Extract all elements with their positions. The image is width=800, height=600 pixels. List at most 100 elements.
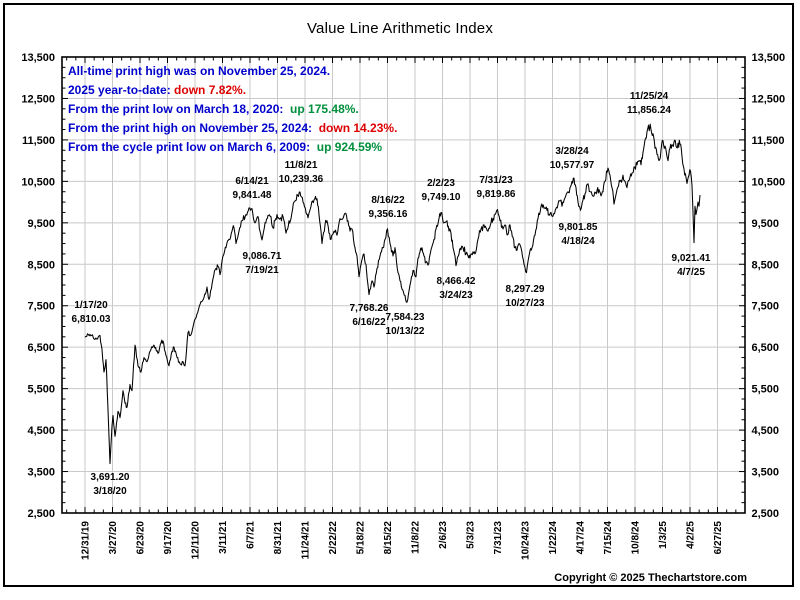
data-point-label: 3,691.20 3/18/20 [91, 471, 130, 499]
x-axis-tick-label: 2/6/23 [438, 521, 449, 549]
data-point-label-line: 8,297.29 [505, 284, 545, 295]
annotation-text-segment: From the cycle print low on March 6, 200… [68, 140, 317, 154]
x-axis-tick-label: 4/2/25 [686, 521, 697, 549]
data-point-label-line: 2/2/23 [427, 178, 455, 189]
data-point-label: 8,466.42 3/24/23 [437, 275, 476, 303]
x-axis-tick-label: 12/31/19 [81, 521, 92, 560]
y-axis-tick-label-right: 6,500 [752, 342, 780, 354]
data-point-label-line: 9,801.85 [558, 222, 598, 233]
data-point-label-line: 10/13/22 [385, 326, 425, 337]
x-axis-tick-label: 4/17/24 [576, 521, 587, 555]
y-axis-tick-label-right: 5,500 [752, 384, 780, 396]
annotation-line: From the cycle print low on March 6, 200… [68, 138, 397, 157]
data-point-label-line: 9,819.86 [476, 189, 516, 200]
price-line-series [84, 123, 701, 465]
y-axis-tick-label-left: 10,500 [21, 176, 55, 188]
plot-border [61, 56, 746, 514]
data-point-label: 7,584.23 10/13/22 [386, 311, 425, 339]
y-axis-tick-label-left: 4,500 [27, 425, 55, 437]
x-axis-tick-label: 11/24/21 [301, 521, 312, 560]
data-point-label-line: 6/14/21 [235, 176, 269, 187]
data-point-label: 7/31/23 9,819.86 [477, 174, 516, 202]
data-point-label-line: 3/28/24 [555, 146, 589, 157]
data-point-label-line: 6,810.03 [71, 314, 111, 325]
data-point-label-line: 9,356.16 [368, 209, 408, 220]
x-axis-tick-label: 12/11/20 [191, 521, 202, 560]
x-axis-tick-label: 6/27/25 [713, 521, 724, 555]
y-axis-tick-label-left: 11,500 [22, 135, 55, 147]
data-point-label-line: 9,021.41 [671, 253, 711, 264]
y-axis-tick-label-right: 11,500 [752, 135, 785, 147]
annotation-line: All-time print high was on November 25, … [68, 62, 397, 81]
data-point-label: 6/14/21 9,841.48 [233, 175, 272, 203]
data-point-label: 2/2/23 9,749.10 [422, 177, 461, 205]
y-axis-tick-label-right: 13,500 [752, 52, 786, 64]
x-axis-tick-label: 5/3/23 [466, 521, 477, 549]
data-point-label-line: 8/16/22 [371, 195, 405, 206]
x-axis-tick-label: 1/22/24 [548, 521, 559, 555]
x-axis-tick-label: 7/15/24 [603, 521, 614, 555]
data-point-label-line: 9,841.48 [232, 190, 272, 201]
y-axis-tick-label-right: 12,500 [752, 93, 786, 105]
data-point-label: 3/28/24 10,577.97 [550, 145, 595, 173]
data-point-label-line: 9,086.71 [242, 251, 282, 262]
x-axis-tick-label: 3/27/20 [108, 521, 119, 555]
data-point-label: 1/17/20 6,810.03 [72, 299, 111, 327]
data-point-label-line: 7,584.23 [385, 312, 425, 323]
x-axis-tick-label: 7/31/23 [493, 521, 504, 555]
chart-frame [3, 3, 794, 587]
y-axis-tick-label-right: 2,500 [752, 508, 780, 520]
data-point-label-line: 10,577.97 [549, 160, 595, 171]
x-axis-tick-label: 1/3/25 [658, 521, 669, 549]
data-point-label-line: 3/24/23 [439, 290, 473, 301]
y-axis-tick-label-left: 5,500 [27, 384, 55, 396]
y-axis-tick-label-right: 7,500 [752, 301, 780, 313]
data-point-label: 11/25/24 11,856.24 [627, 90, 671, 118]
annotation-line: From the print low on March 18, 2020: up… [68, 100, 397, 119]
annotation-line: From the print high on November 25, 2024… [68, 119, 397, 138]
data-point-label-line: 1/17/20 [74, 300, 108, 311]
x-axis-tick-label: 9/17/20 [163, 521, 174, 555]
y-axis-tick-label-left: 7,500 [27, 301, 55, 313]
data-point-label-line: 4/18/24 [561, 236, 595, 247]
data-point-label-line: 6/16/22 [352, 317, 386, 328]
x-axis-tick-label: 5/18/22 [356, 521, 367, 555]
x-axis-tick-label: 8/31/21 [273, 521, 284, 555]
y-axis-tick-label-left: 12,500 [21, 93, 55, 105]
x-axis-tick-label: 2/22/22 [328, 521, 339, 555]
annotation-text-segment: down 7.82%. [174, 83, 247, 97]
y-axis-tick-label-left: 2,500 [27, 508, 55, 520]
y-axis-tick-label-left: 8,500 [27, 259, 55, 271]
y-axis-tick-label-left: 9,500 [27, 218, 55, 230]
x-axis-tick-label: 11/8/22 [411, 521, 422, 554]
data-point-label-line: 7/31/23 [479, 175, 513, 186]
x-axis-tick-label: 6/23/20 [136, 521, 147, 555]
x-axis-tick-label: 10/24/23 [521, 521, 532, 560]
data-point-label-line: 7/19/21 [245, 265, 279, 276]
annotation-text-segment: down 14.23%. [318, 121, 398, 135]
y-axis-tick-label-right: 4,500 [752, 425, 780, 437]
data-point-label-line: 10/27/23 [505, 298, 545, 309]
data-point-label-line: 10,239.36 [278, 174, 324, 185]
y-axis-tick-label-left: 13,500 [21, 52, 55, 64]
y-axis-tick-label-right: 8,500 [752, 259, 780, 271]
data-point-label-line: 11,856.24 [627, 105, 671, 116]
y-axis-tick-label-left: 6,500 [27, 342, 55, 354]
annotation-text-segment: 2025 year-to-date: [68, 83, 175, 97]
annotation-line: 2025 year-to-date: down 7.82%. [68, 81, 397, 100]
data-point-label: 8,297.29 10/27/23 [506, 283, 545, 311]
data-point-label-line: 11/25/24 [629, 91, 669, 102]
data-point-label-line: 9,749.10 [421, 192, 461, 203]
data-point-label-line: 7,768.26 [349, 303, 389, 314]
annotation-text-segment: up 175.48%. [290, 102, 359, 116]
x-axis-tick-label: 10/8/24 [631, 521, 642, 555]
y-axis-tick-label-right: 9,500 [752, 218, 780, 230]
data-point-label: 9,021.41 4/7/25 [672, 252, 711, 280]
data-point-label-line: 3/18/20 [93, 486, 127, 497]
x-axis-tick-label: 6/7/21 [246, 521, 257, 549]
annotation-text-segment: From the print low on March 18, 2020: [68, 102, 291, 116]
annotation-text-segment: up 924.59% [316, 140, 383, 154]
y-axis-tick-label-right: 10,500 [752, 176, 786, 188]
